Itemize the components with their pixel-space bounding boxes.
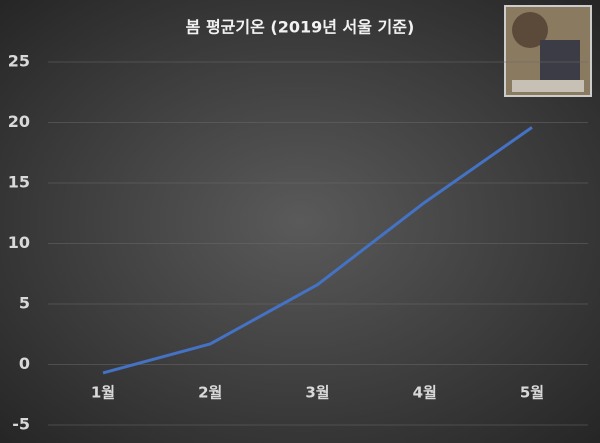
y-tick-label: 10 (8, 233, 30, 252)
y-tick-label: 20 (8, 112, 30, 131)
x-tick-label: 4월 (413, 384, 437, 402)
y-tick-label: 15 (8, 173, 30, 192)
x-tick-label: 1월 (91, 384, 115, 402)
y-tick-label: 5 (19, 294, 30, 313)
x-tick-label: 5월 (520, 384, 544, 402)
line-series (102, 126, 533, 375)
y-tick-label: 25 (8, 52, 30, 71)
x-tick-label: 3월 (305, 384, 329, 402)
y-tick-label: -5 (12, 415, 30, 434)
y-tick-label: 0 (19, 354, 30, 373)
thumbnail (504, 5, 592, 97)
chart-title: 봄 평균기온 (2019년 서울 기준) (186, 18, 415, 37)
x-tick-label: 2월 (198, 384, 222, 402)
